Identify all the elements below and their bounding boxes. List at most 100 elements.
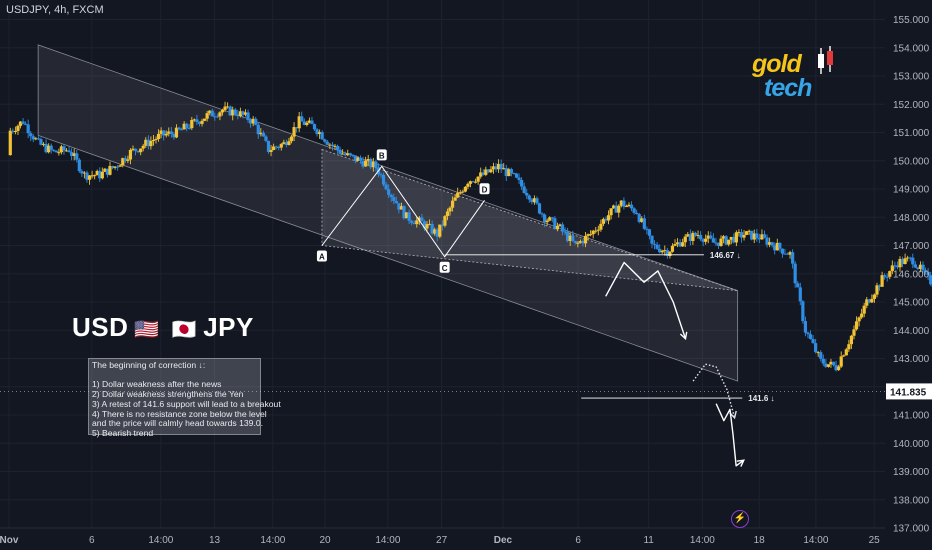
candle-body	[80, 171, 84, 174]
candle-body	[450, 200, 455, 208]
candle-body	[665, 250, 669, 257]
candle-body	[320, 132, 324, 140]
candle-body	[466, 183, 470, 187]
candle-body	[476, 176, 480, 182]
grid	[0, 0, 885, 529]
candle-body	[622, 200, 626, 207]
x-axis[interactable]: Nov 6 14:00 13 14:00 20 14:00 27 Dec 6 11 14:00 18 14…	[0, 527, 885, 546]
pair-quote: JPY	[203, 312, 254, 342]
candle-body	[389, 194, 393, 198]
candle-body	[141, 145, 145, 149]
candle-body	[41, 143, 46, 145]
candle-body	[366, 158, 370, 161]
candle-body	[162, 130, 166, 136]
candle-body	[287, 141, 291, 145]
candle-body	[576, 242, 580, 244]
candle-body	[34, 138, 38, 140]
candle-body	[208, 110, 212, 114]
candle-body	[852, 329, 856, 336]
candle-body	[612, 205, 616, 209]
symbol-title[interactable]: USDJPY, 4h, FXCM	[6, 4, 104, 16]
candle-body	[888, 271, 892, 277]
candle-body	[300, 116, 304, 122]
x-tick-label: 14:00	[375, 535, 400, 546]
candle-body	[312, 124, 317, 130]
candle-body	[872, 294, 877, 299]
candle-body	[714, 242, 718, 244]
candle-body	[24, 123, 28, 125]
candle-body	[72, 153, 76, 156]
arrow-head	[729, 410, 737, 420]
candle-body	[555, 225, 560, 230]
candle-body	[11, 130, 15, 132]
candle-body	[486, 169, 490, 173]
candle-body	[681, 242, 685, 247]
candle-body	[149, 140, 153, 147]
candle-body	[36, 138, 41, 140]
candle-body	[87, 175, 92, 180]
candle-body	[292, 127, 296, 137]
candle-body	[504, 168, 508, 177]
candle-body	[540, 213, 544, 215]
candle-body	[668, 251, 672, 257]
candle-body	[164, 133, 168, 136]
candle-body	[655, 244, 659, 249]
note-line: 3) A retest of 141.6 support will lead t…	[92, 398, 281, 409]
candle-body	[52, 149, 56, 151]
candle-body	[768, 242, 772, 245]
candle-body	[471, 181, 475, 183]
candle-body	[762, 234, 767, 238]
candle-body	[21, 121, 25, 124]
candle-body	[123, 158, 127, 161]
candle-body	[190, 119, 194, 129]
candle-body	[346, 153, 350, 156]
candle-body	[264, 136, 268, 141]
candle-body	[688, 234, 692, 241]
candle-body	[732, 236, 736, 243]
candle-body	[223, 106, 227, 110]
candle-body	[750, 230, 754, 240]
analysis-note[interactable]: The beginning of correction ↓: 1) Dollar…	[88, 358, 281, 438]
candle-body	[369, 158, 373, 168]
candle-body	[624, 206, 629, 208]
candle-body	[632, 208, 636, 213]
candle-body	[182, 123, 186, 130]
candle-body	[837, 366, 841, 371]
candle-body	[473, 181, 478, 183]
candle-body	[895, 265, 900, 268]
candle-body	[596, 229, 600, 231]
candle-body	[417, 217, 421, 221]
candle-body	[814, 343, 818, 353]
candle-body	[609, 208, 613, 216]
candle-body	[174, 127, 179, 138]
y-tick-label: 151.000	[893, 128, 930, 139]
candle-body	[862, 305, 866, 314]
candle-body	[844, 349, 848, 356]
y-tick-label: 153.000	[893, 72, 930, 83]
candle-body	[926, 271, 930, 276]
abcd-label-box	[439, 261, 450, 273]
candle-body	[277, 146, 281, 148]
candle-body	[683, 236, 687, 243]
lightning-icon[interactable]: ⚡	[731, 510, 749, 528]
candle-body	[831, 361, 836, 366]
y-axis[interactable]: 155.000 154.000 153.000 152.000 151.000 150.0…	[886, 15, 932, 535]
candle-body	[246, 112, 250, 121]
candle-body	[724, 236, 728, 245]
candle-body	[179, 129, 184, 131]
candle-body	[200, 120, 204, 124]
candle-body	[719, 238, 723, 246]
candle-body	[489, 169, 493, 173]
candle-body	[261, 132, 265, 137]
candle-body	[563, 231, 567, 233]
candle-body	[348, 153, 352, 155]
y-tick-label: 155.000	[893, 15, 930, 26]
candle-body	[834, 365, 838, 371]
candle-body	[522, 186, 526, 194]
candle-body	[514, 173, 519, 178]
candle-body	[548, 217, 552, 221]
candle-logo-icon	[818, 46, 833, 74]
candle-body	[282, 142, 286, 145]
candle-body	[103, 168, 107, 172]
abcd-label-box	[479, 183, 490, 195]
